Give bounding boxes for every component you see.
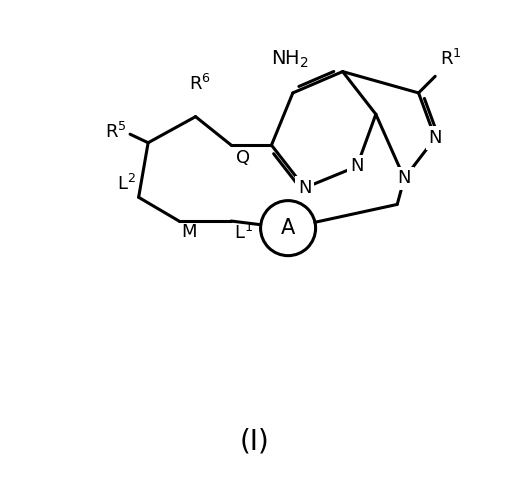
Text: R$^5$: R$^5$ xyxy=(105,122,127,143)
Text: N: N xyxy=(298,179,312,197)
Text: Q: Q xyxy=(236,149,250,167)
Text: NH$_2$: NH$_2$ xyxy=(272,49,310,70)
Text: N: N xyxy=(428,129,442,147)
Text: A: A xyxy=(281,218,295,238)
Text: N: N xyxy=(350,157,364,176)
Text: R$^6$: R$^6$ xyxy=(189,74,211,94)
Text: N: N xyxy=(397,169,411,187)
Text: R$^1$: R$^1$ xyxy=(440,49,462,69)
Text: L$^1$: L$^1$ xyxy=(233,223,252,243)
Text: L$^2$: L$^2$ xyxy=(117,173,136,193)
Text: M: M xyxy=(181,223,197,241)
Text: (I): (I) xyxy=(240,428,270,456)
